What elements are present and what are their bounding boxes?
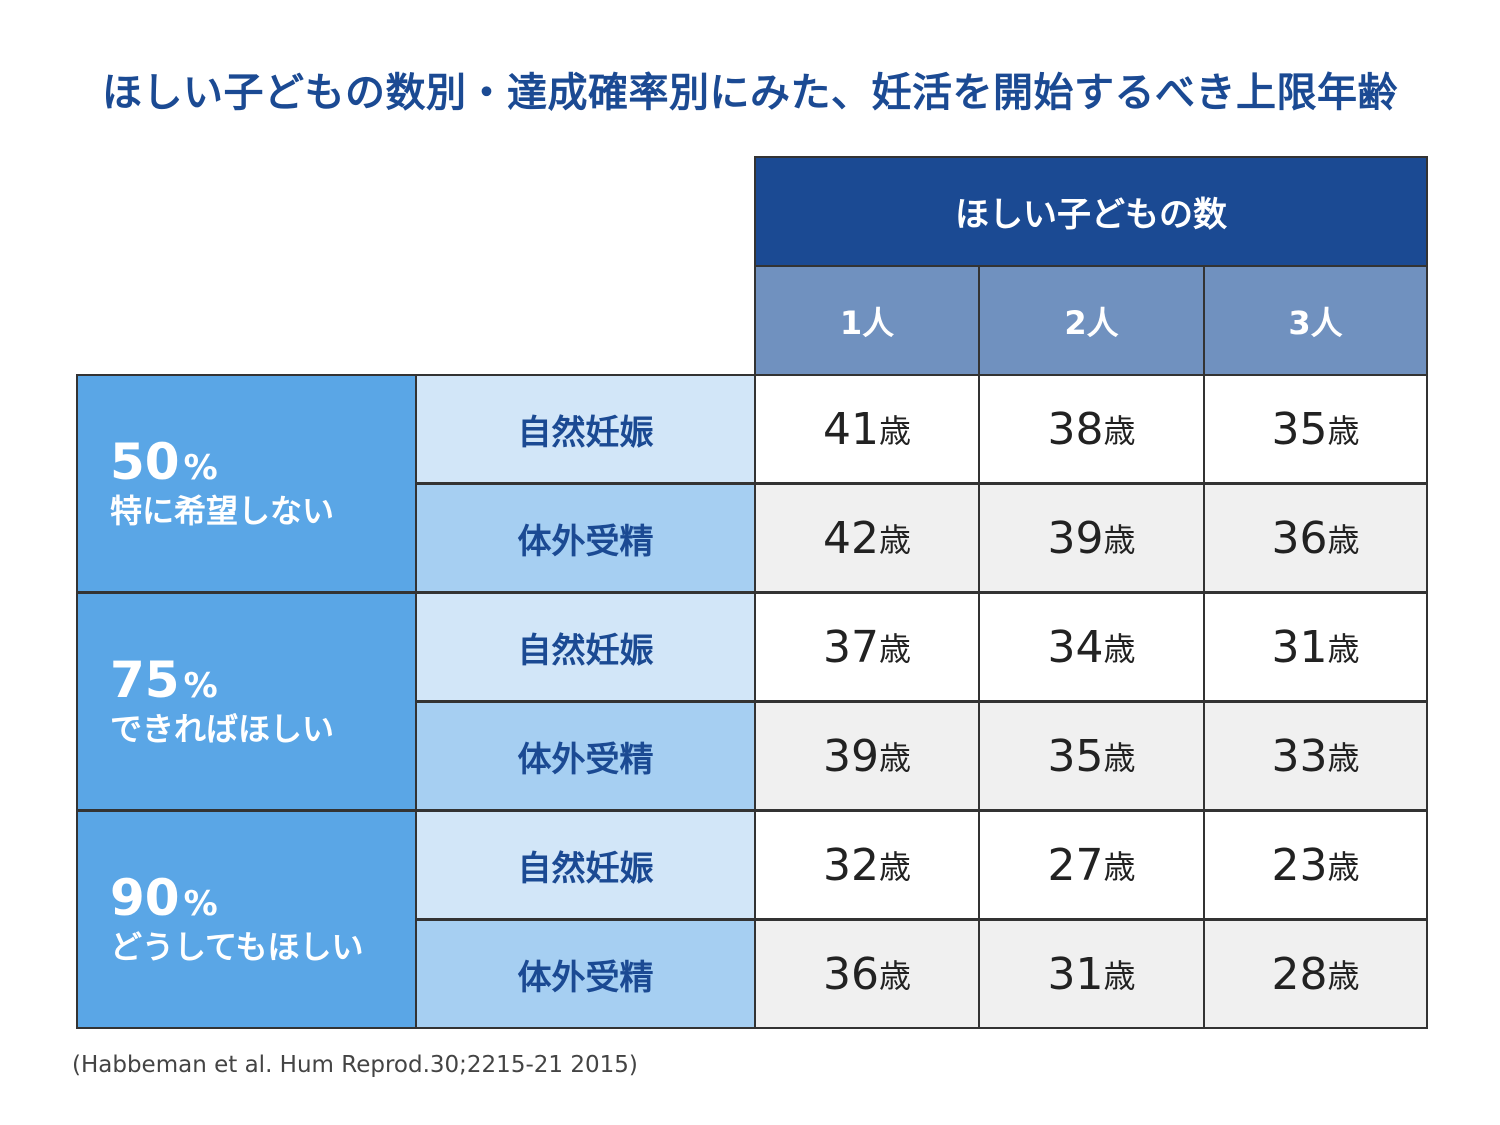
age-unit: 歳: [1103, 412, 1136, 450]
group-percent: 75%: [110, 650, 218, 710]
age-unit: 歳: [878, 412, 911, 450]
group-percent-unit: %: [183, 883, 218, 924]
age-value: 34: [1047, 621, 1104, 673]
method-label: 体外受精: [415, 483, 756, 593]
age-value: 36: [1271, 512, 1328, 564]
chart-title: ほしい子どもの数別・達成確率別にみた、妊活を開始するべき上限年齢: [102, 70, 1398, 116]
age-value: 36: [822, 948, 879, 1000]
age-value: 31: [1047, 948, 1104, 1000]
age-unit: 歳: [878, 739, 911, 777]
age-value-cell: 39 歳: [978, 483, 1205, 593]
age-value: 42: [822, 512, 879, 564]
age-value: 28: [1271, 948, 1328, 1000]
age-value-cell: 39 歳: [754, 701, 980, 811]
method-label: 自然妊娠: [415, 592, 756, 702]
group-label-90: 90% どうしてもほしい: [76, 810, 417, 1029]
age-value: 35: [1271, 403, 1328, 455]
group-percent: 90%: [110, 868, 218, 928]
column-header-2: 2人: [978, 265, 1205, 376]
age-value-cell: 36 歳: [754, 919, 980, 1029]
group-percent: 50%: [110, 432, 218, 492]
age-value-cell: 38 歳: [978, 374, 1205, 484]
age-value: 33: [1271, 730, 1328, 782]
group-description: できればほしい: [110, 710, 335, 749]
age-unit: 歳: [1103, 630, 1136, 668]
method-label: 自然妊娠: [415, 374, 756, 484]
age-value: 37: [822, 621, 879, 673]
age-value-cell: 23 歳: [1203, 810, 1428, 920]
age-value-cell: 36 歳: [1203, 483, 1428, 593]
age-value-cell: 35 歳: [978, 701, 1205, 811]
age-value-cell: 28 歳: [1203, 919, 1428, 1029]
age-unit: 歳: [1327, 957, 1360, 995]
group-percent-unit: %: [183, 447, 218, 488]
method-label: 自然妊娠: [415, 810, 756, 920]
age-unit: 歳: [1327, 739, 1360, 777]
age-value-cell: 31 歳: [1203, 592, 1428, 702]
age-value: 32: [822, 839, 879, 891]
group-percent-value: 75: [110, 650, 180, 709]
age-value-cell: 42 歳: [754, 483, 980, 593]
group-description: 特に希望しない: [110, 492, 335, 531]
group-percent-value: 50: [110, 432, 180, 491]
source-citation: (Habbeman et al. Hum Reprod.30;2215-21 2…: [72, 1052, 638, 1078]
age-value: 39: [822, 730, 879, 782]
column-header-3: 3人: [1203, 265, 1428, 376]
age-value: 41: [822, 403, 879, 455]
column-header-1: 1人: [754, 265, 980, 376]
group-description: どうしてもほしい: [110, 928, 364, 967]
age-unit: 歳: [878, 630, 911, 668]
age-value-cell: 32 歳: [754, 810, 980, 920]
method-label: 体外受精: [415, 919, 756, 1029]
age-value: 38: [1047, 403, 1104, 455]
age-value: 31: [1271, 621, 1328, 673]
age-value: 23: [1271, 839, 1328, 891]
group-label-50: 50% 特に希望しない: [76, 374, 417, 593]
age-unit: 歳: [1327, 630, 1360, 668]
group-percent-unit: %: [183, 665, 218, 706]
age-value-cell: 37 歳: [754, 592, 980, 702]
age-value: 39: [1047, 512, 1104, 564]
age-unit: 歳: [1327, 848, 1360, 886]
age-value-cell: 35 歳: [1203, 374, 1428, 484]
method-label: 体外受精: [415, 701, 756, 811]
age-value-cell: 41 歳: [754, 374, 980, 484]
age-value-cell: 27 歳: [978, 810, 1205, 920]
age-unit: 歳: [1103, 957, 1136, 995]
age-value-cell: 34 歳: [978, 592, 1205, 702]
age-unit: 歳: [1103, 739, 1136, 777]
age-unit: 歳: [878, 521, 911, 559]
age-unit: 歳: [878, 848, 911, 886]
group-percent-value: 90: [110, 868, 180, 927]
group-label-75: 75% できればほしい: [76, 592, 417, 811]
age-unit: 歳: [1327, 521, 1360, 559]
age-value: 35: [1047, 730, 1104, 782]
age-value-cell: 31 歳: [978, 919, 1205, 1029]
age-value: 27: [1047, 839, 1104, 891]
age-unit: 歳: [1103, 521, 1136, 559]
age-value-cell: 33 歳: [1203, 701, 1428, 811]
header-children-count: ほしい子どもの数: [754, 156, 1428, 267]
age-unit: 歳: [1103, 848, 1136, 886]
age-unit: 歳: [878, 957, 911, 995]
age-unit: 歳: [1327, 412, 1360, 450]
